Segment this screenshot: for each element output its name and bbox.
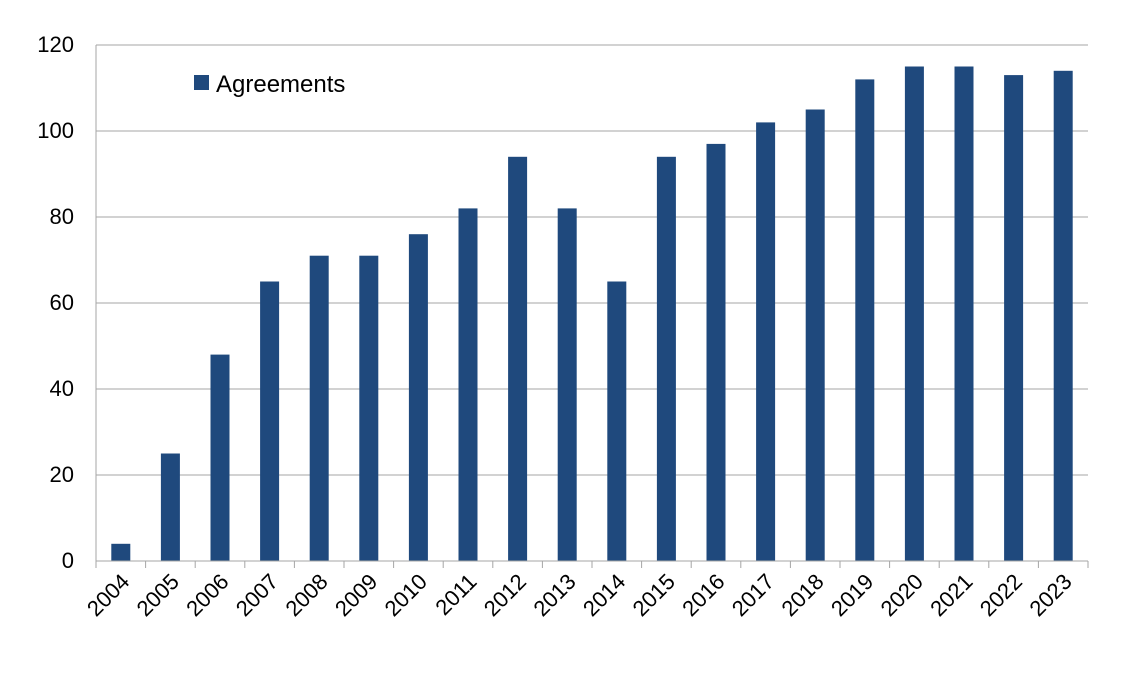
x-tick-label: 2005 [132,569,184,621]
x-tick-label: 2004 [82,569,134,621]
y-axis-ticks: 0 20 40 60 80 100 120 [37,32,74,573]
bar-2005 [160,453,180,561]
bar-2007 [260,281,280,561]
x-tick-label: 2019 [826,569,878,621]
x-tick-label: 2015 [628,569,680,621]
bar-2021 [954,66,974,561]
bar-2004 [111,543,131,561]
x-tick-label: 2009 [330,569,382,621]
x-tick-label: 2011 [430,569,481,620]
bar-2014 [607,281,627,561]
x-tick-label: 2017 [727,569,779,621]
bar-2009 [359,255,379,561]
x-tick-label: 2023 [1024,569,1076,621]
bar-2011 [458,208,478,561]
bar-2022 [1004,75,1024,561]
bar-2016 [706,143,726,561]
bar-2012 [508,156,528,562]
y-tick-label: 60 [50,290,74,315]
bar-2006 [210,354,230,561]
x-tick-label: 2022 [975,569,1027,621]
y-tick-label: 120 [37,32,74,57]
x-tick-label: 2016 [677,569,729,621]
y-tick-label: 20 [50,462,74,487]
x-tick-label: 2020 [876,569,928,621]
bar-2010 [408,234,428,561]
x-tick-label: 2014 [578,569,630,621]
bar-2019 [855,79,875,562]
x-axis-ticks: 2004200520062007200820092010201120122013… [82,569,1077,621]
x-tick-label: 2018 [776,569,828,621]
y-tick-label: 0 [62,548,74,573]
axes [95,45,1089,568]
bar-2017 [756,122,776,562]
y-tick-label: 80 [50,204,74,229]
legend: Agreements [194,71,345,98]
x-tick-label: 2010 [380,569,432,621]
y-tick-label: 40 [50,376,74,401]
bar-2020 [904,66,924,561]
y-tick-label: 100 [37,118,74,143]
bar-2008 [309,255,329,561]
legend-swatch [194,75,209,90]
bars [111,66,1073,562]
x-tick-label: 2013 [528,569,580,621]
bar-2018 [805,109,825,561]
x-tick-label: 2007 [231,569,283,621]
x-tick-label: 2021 [925,569,977,621]
bar-2013 [557,208,577,561]
bar-2023 [1053,70,1073,562]
x-tick-label: 2008 [280,569,332,621]
bar-2015 [656,156,676,562]
x-tick-label: 2006 [181,569,233,621]
x-tick-label: 2012 [479,569,531,621]
legend-label: Agreements [216,71,345,98]
gridlines [96,44,1088,476]
